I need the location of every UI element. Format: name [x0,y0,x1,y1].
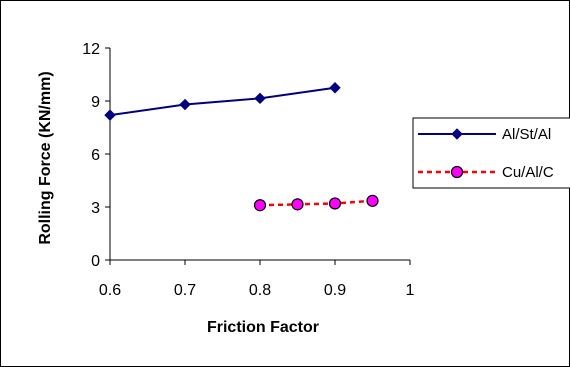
data-point [104,109,116,121]
x-tick-label: 0.7 [174,282,196,299]
data-point [291,198,304,211]
series-1 [104,82,341,121]
y-tick-label: 0 [91,253,100,270]
data-point [329,82,341,94]
data-point [366,194,379,207]
axes [109,48,410,261]
data-point [254,92,266,105]
legend-label: Cu/Al/C [502,164,554,181]
legend-label: Al/St/Al [502,126,551,143]
y-tick-label: 12 [82,41,100,58]
ticks: 0 3 6 9 12 0.6 0.7 0.8 0.9 1 [82,41,414,299]
x-axis-label: Friction Factor [207,319,319,336]
x-tick-label: 0.9 [324,282,346,299]
legend-marker [451,128,463,140]
series-2 [253,194,379,212]
data-point [253,199,267,212]
x-tick-label: 0.8 [249,282,271,299]
series-line [259,199,373,207]
legend: Al/St/Al Cu/Al/C [412,117,570,189]
data-point [179,98,191,111]
y-tick-label: 6 [91,147,100,164]
series-layer [104,82,379,212]
x-tick-label: 1 [406,282,415,299]
legend-marker [450,165,464,179]
x-tick-label: 0.6 [99,282,121,299]
legend-box [412,117,570,189]
data-point [328,197,342,210]
y-axis-label: Rolling Force (KN/mm) [37,71,54,244]
y-tick-label: 3 [91,200,100,217]
series-line [109,86,336,117]
y-tick-label: 9 [91,94,100,111]
